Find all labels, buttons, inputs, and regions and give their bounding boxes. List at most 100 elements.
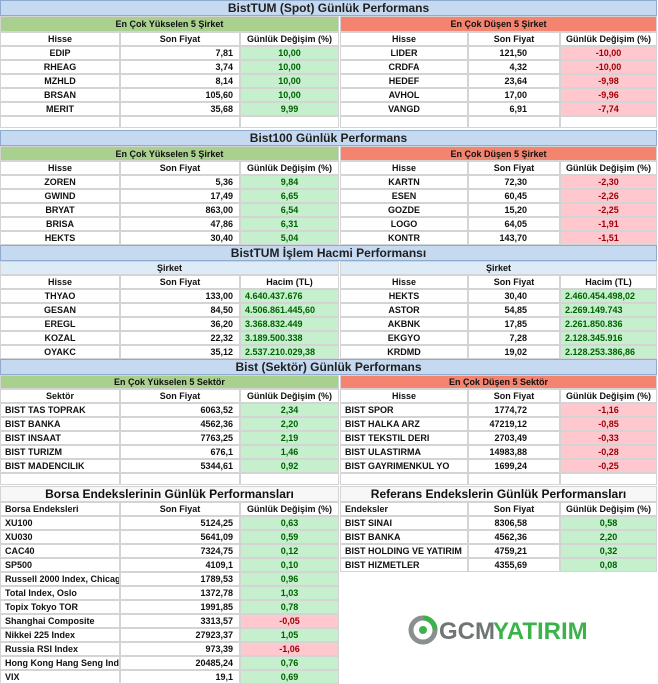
price: 35,12 <box>120 345 240 359</box>
blank-cell <box>560 473 657 485</box>
change: 2.128.345.916 <box>560 331 657 345</box>
subtitle: Şirket <box>340 261 657 275</box>
row-label: HEKTS <box>340 289 468 303</box>
change: 0,92 <box>240 459 339 473</box>
blank-cell <box>340 473 468 485</box>
price: 35,68 <box>120 102 240 116</box>
column-header: Son Fiyat <box>468 161 560 175</box>
row-label: MZHLD <box>0 74 120 88</box>
change: 1,46 <box>240 445 339 459</box>
price: 23,64 <box>468 74 560 88</box>
change: -1,16 <box>560 403 657 417</box>
row-label: RHEAG <box>0 60 120 74</box>
row-label: LIDER <box>340 46 468 60</box>
blank-cell <box>340 116 468 128</box>
row-label: EREGL <box>0 317 120 331</box>
change: 10,00 <box>240 60 339 74</box>
change: 10,00 <box>240 46 339 60</box>
change: -1,51 <box>560 231 657 245</box>
row-label: XU030 <box>0 530 120 544</box>
change: -9,96 <box>560 88 657 102</box>
row-label: Topix Tokyo TOR <box>0 600 120 614</box>
change: -10,00 <box>560 46 657 60</box>
change: 3.368.832.449 <box>240 317 339 331</box>
price: 2703,49 <box>468 431 560 445</box>
column-header: Hisse <box>0 275 120 289</box>
row-label: BRYAT <box>0 203 120 217</box>
price: 6,91 <box>468 102 560 116</box>
change: 6,31 <box>240 217 339 231</box>
row-label: BIST INSAAT <box>0 431 120 445</box>
row-label: THYAO <box>0 289 120 303</box>
column-header: Günlük Değişim (%) <box>240 32 339 46</box>
price: 5344,61 <box>120 459 240 473</box>
change: 0,10 <box>240 558 339 572</box>
column-header: Hisse <box>0 32 120 46</box>
column-header: Son Fiyat <box>468 502 560 516</box>
change: 10,00 <box>240 88 339 102</box>
row-label: BIST GAYRIMENKUL YO <box>340 459 468 473</box>
logo-arc <box>422 615 438 631</box>
row-label: BIST HIZMETLER <box>340 558 468 572</box>
column-header: Borsa Endeksleri <box>0 502 120 516</box>
section-title: Referans Endekslerin Günlük Performansla… <box>340 486 657 502</box>
change: -0,25 <box>560 459 657 473</box>
change: 2,20 <box>240 417 339 431</box>
row-label: MERIT <box>0 102 120 116</box>
row-label: EKGYO <box>340 331 468 345</box>
column-header: Son Fiyat <box>468 389 560 403</box>
price: 1699,24 <box>468 459 560 473</box>
price: 5124,25 <box>120 516 240 530</box>
price: 14983,88 <box>468 445 560 459</box>
logo: GCM YATIRIM <box>408 615 588 645</box>
price: 84,50 <box>120 303 240 317</box>
row-label: BIST MADENCILIK <box>0 459 120 473</box>
price: 17,00 <box>468 88 560 102</box>
row-label: KARTN <box>340 175 468 189</box>
column-header: Günlük Değişim (%) <box>240 502 339 516</box>
price: 60,45 <box>468 189 560 203</box>
column-header: Endeksler <box>340 502 468 516</box>
price: 7,28 <box>468 331 560 345</box>
change: 2,20 <box>560 530 657 544</box>
blank-cell <box>240 473 339 485</box>
price: 47,86 <box>120 217 240 231</box>
blank-cell <box>120 473 240 485</box>
change: 2.261.850.836 <box>560 317 657 331</box>
change: -0,33 <box>560 431 657 445</box>
blank-cell <box>120 116 240 128</box>
price: 5641,09 <box>120 530 240 544</box>
blank-cell <box>468 116 560 128</box>
row-label: AVHOL <box>340 88 468 102</box>
subtitle: En Çok Düşen 5 Sektör <box>340 375 657 389</box>
row-label: BIST HALKA ARZ <box>340 417 468 431</box>
row-label: VANGD <box>340 102 468 116</box>
row-label: ESEN <box>340 189 468 203</box>
change: 2.128.253.386,86 <box>560 345 657 359</box>
change: -1,06 <box>240 642 339 656</box>
row-label: BIST ULASTIRMA <box>340 445 468 459</box>
blank-cell <box>560 116 657 128</box>
price: 4355,69 <box>468 558 560 572</box>
column-header: Günlük Değişim (%) <box>560 389 657 403</box>
change: 0,78 <box>240 600 339 614</box>
price: 1372,78 <box>120 586 240 600</box>
row-label: GOZDE <box>340 203 468 217</box>
row-label: Nikkei 225 Index <box>0 628 120 642</box>
change: 4.640.437.676 <box>240 289 339 303</box>
change: -0,28 <box>560 445 657 459</box>
change: 6,54 <box>240 203 339 217</box>
change: -0,05 <box>240 614 339 628</box>
price: 105,60 <box>120 88 240 102</box>
row-label: BIST TAS TOPRAK <box>0 403 120 417</box>
row-label: BIST SINAI <box>340 516 468 530</box>
row-label: BIST BANKA <box>340 530 468 544</box>
change: 0,69 <box>240 670 339 684</box>
price: 4,32 <box>468 60 560 74</box>
price: 6063,52 <box>120 403 240 417</box>
change: 0,08 <box>560 558 657 572</box>
change: 6,65 <box>240 189 339 203</box>
price: 8,14 <box>120 74 240 88</box>
row-label: BIST HOLDING VE YATIRIM <box>340 544 468 558</box>
subtitle: En Çok Yükselen 5 Şirket <box>0 146 339 161</box>
